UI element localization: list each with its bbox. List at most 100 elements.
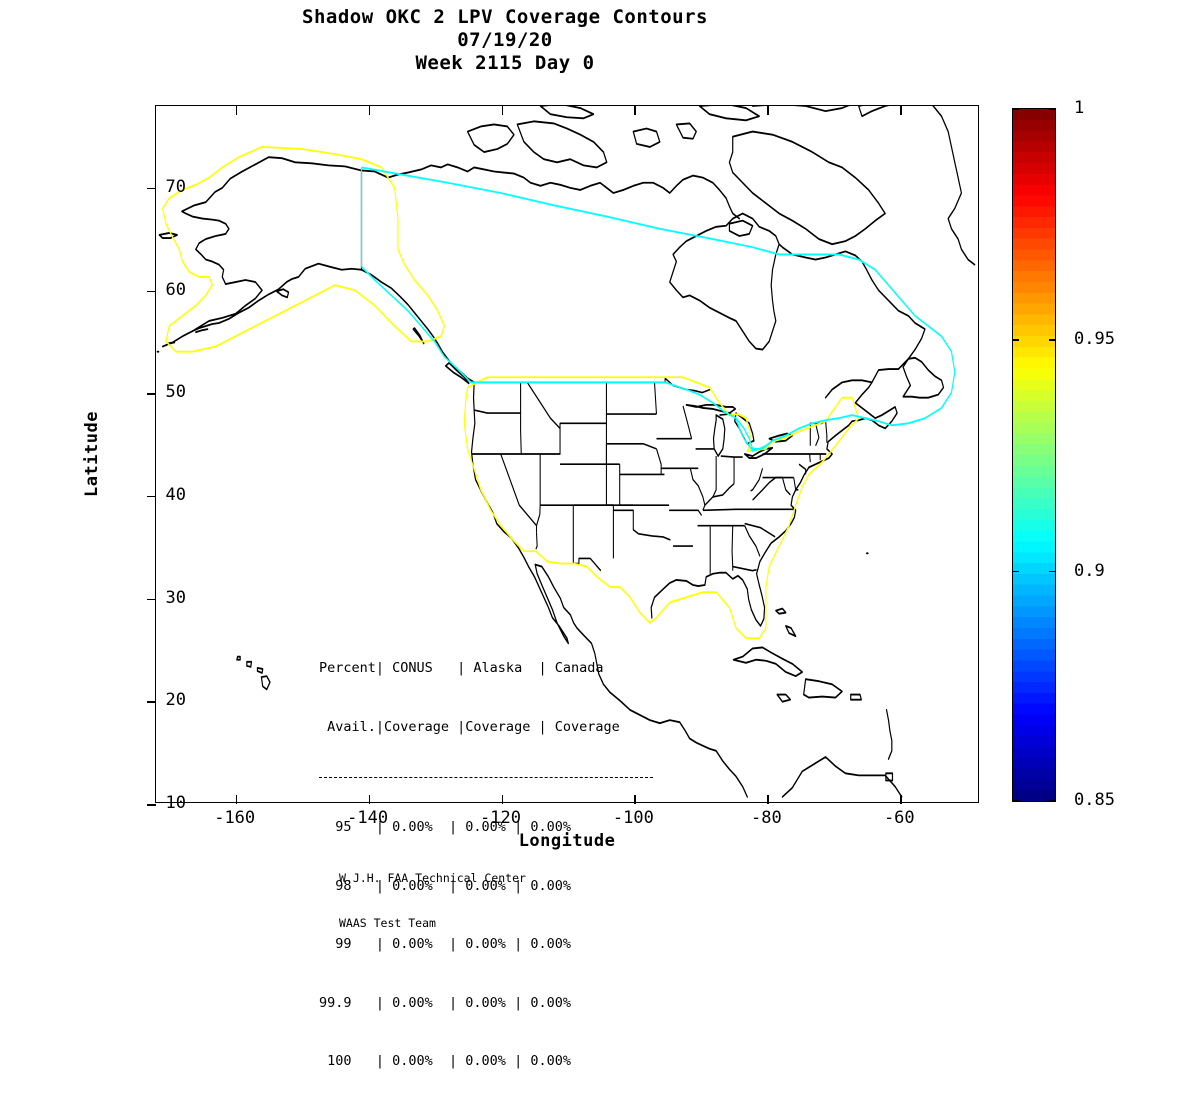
y-tick-label-20: 20	[165, 690, 186, 711]
coastline-lake-superior	[685, 403, 736, 414]
y-tick-40	[147, 495, 156, 498]
coastline-hawaii-oahu	[246, 660, 253, 668]
x-tick-label--140: -140	[347, 808, 389, 828]
border-ok-tx	[613, 509, 671, 541]
border-nj-ny	[798, 463, 807, 475]
y-tick-70	[147, 187, 156, 190]
stats-header-separator	[319, 777, 653, 778]
coastline-prince-of-wales	[632, 127, 661, 148]
border-sc-nc	[744, 522, 776, 538]
coastline-labrador	[778, 243, 926, 384]
x-tick-bottom--160	[235, 795, 238, 804]
chart-title-block: Shadow OKC 2 LPV Coverage Contours 07/19…	[0, 6, 1010, 75]
coastline-devon-island	[698, 106, 760, 122]
coastline-victoria-island	[516, 120, 608, 169]
x-tick-bottom--100	[634, 795, 636, 804]
y-tick-20	[147, 701, 156, 703]
coastline-hispaniola	[803, 678, 843, 699]
coastline-aleutians	[162, 330, 194, 348]
x-tick-top--120	[501, 106, 504, 115]
x-tick-bottom--60	[900, 795, 902, 804]
border-vt-nh	[815, 423, 820, 447]
service-volume-canada	[360, 166, 956, 452]
coastline-lake-michigan	[712, 414, 726, 457]
coastline-melville-island	[539, 106, 595, 120]
conus-service-volume-outline	[463, 376, 860, 640]
x-tick-bottom--120	[501, 795, 504, 804]
border-ga-fl	[732, 565, 757, 572]
service-volume-conus	[463, 376, 860, 640]
x-tick-label--120: -120	[480, 808, 521, 828]
y-tick-label-10: 10	[165, 793, 186, 813]
coastline-hawaii-big-island	[260, 675, 271, 691]
table-row: 95 | 0.00% | 0.00% | 0.00%	[319, 819, 571, 835]
canada-service-volume-coast	[361, 253, 956, 450]
border-mn-wi	[682, 405, 693, 439]
coastline-stlawrence	[158, 231, 178, 239]
colorbar-tick-085	[1012, 800, 1019, 802]
coastline-bc	[360, 268, 475, 384]
y-tick-50	[147, 393, 156, 395]
title-week-day: Week 2115 Day 0	[415, 52, 595, 74]
coastline-aleutian-isl-1	[195, 328, 209, 334]
y-tick-60	[147, 290, 156, 293]
alaska-service-volume-outline	[162, 146, 445, 353]
coastline-lake-erie	[744, 446, 774, 460]
border-ga-sc	[744, 525, 761, 557]
map-plot-area: Percent| CONUS | Alaska | Canada Avail.|…	[147, 105, 979, 1069]
coastline-ellesmere	[752, 106, 850, 113]
stats-header-row-2: Avail.|Coverage |Coverage | Coverage	[319, 718, 620, 735]
north-america-map	[156, 106, 976, 798]
coastline-baffin-island	[728, 130, 886, 246]
x-tick-top--60	[900, 106, 902, 115]
coastline-newfoundland	[902, 356, 945, 399]
attribution-line-2: WAAS Test Team	[339, 916, 436, 930]
border-mi-in-oh	[720, 455, 743, 458]
colorbar-container: 1 0.95 0.9 0.85	[1012, 98, 1115, 810]
border-ky-tn	[702, 508, 753, 512]
border-ky-oh-in	[712, 482, 735, 498]
border-nd-mn	[653, 382, 658, 415]
coastline-somerset	[675, 122, 697, 140]
coastline-south-america-n	[781, 756, 903, 798]
border-il-mo-ia	[689, 468, 706, 506]
x-tick-top--100	[634, 106, 636, 115]
x-tick-bottom--140	[368, 795, 371, 804]
border-al-ga	[731, 525, 734, 571]
x-tick-top--140	[368, 106, 371, 115]
colorbar-tick-1-r	[1049, 108, 1056, 110]
coastline-greenland-nw	[858, 106, 890, 118]
border-nv-ut	[535, 453, 541, 533]
border-mt-id-diag	[526, 381, 561, 430]
colorbar-tick-1	[1012, 108, 1019, 110]
border-nh-me	[825, 420, 828, 443]
border-de-md	[793, 477, 799, 491]
coastline-hawaii-kauai	[236, 655, 241, 661]
border-ne-ia	[656, 448, 662, 475]
coastline-maritimes	[824, 379, 898, 430]
coastline-vancouver-island	[445, 361, 470, 385]
coastline-us-west	[470, 381, 748, 798]
y-tick-label-30: 30	[165, 587, 186, 608]
y-tick-label-70: 70	[165, 176, 186, 197]
border-sd-ne	[606, 442, 657, 450]
table-row: 98 | 0.00% | 0.00% | 0.00%	[319, 877, 571, 894]
coastline-hudson-bay	[669, 212, 780, 351]
x-tick-label--160: -160	[214, 808, 256, 828]
coastline-puerto-rico	[850, 693, 862, 701]
table-row: 99.9 | 0.00% | 0.00% | 0.00%	[319, 994, 571, 1011]
page-title: Shadow OKC 2 LPV Coverage Contours	[302, 6, 708, 28]
colorbar-label-095: 0.95	[1074, 329, 1115, 350]
colorbar-label-085: 0.85	[1074, 790, 1115, 811]
border-wa-or	[473, 409, 521, 414]
border-az-nm	[572, 505, 602, 572]
canada-service-volume-north	[361, 166, 780, 256]
border-wv-oh	[750, 467, 764, 492]
coastline-aleutian-isl-2	[167, 341, 176, 345]
coastline-lake-ontario	[768, 432, 793, 443]
coastline-cuba	[732, 646, 803, 678]
x-tick-label--80: -80	[751, 808, 782, 828]
coastline-arctic-mainland	[360, 163, 740, 220]
border-pa-ny	[762, 453, 811, 463]
coastline-southampton	[728, 219, 754, 237]
